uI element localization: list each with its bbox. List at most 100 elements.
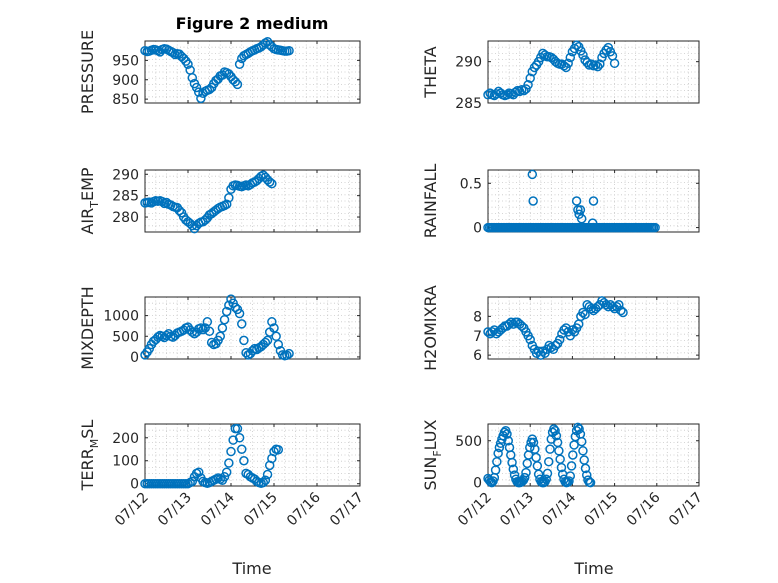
data-point	[575, 205, 586, 215]
y-tick-label: 280	[112, 210, 139, 226]
data-point	[502, 429, 512, 439]
data-point	[284, 45, 294, 56]
series-points	[483, 40, 620, 101]
data-point	[282, 350, 292, 361]
data-point	[541, 474, 551, 485]
data-point	[566, 461, 577, 471]
y-tick-label: 500	[112, 329, 139, 345]
data-point	[550, 425, 560, 436]
x-axis-label-right: Time	[573, 559, 613, 578]
data-point	[527, 169, 538, 180]
data-point	[237, 444, 247, 455]
y-axis-label: H2OMIXRA	[421, 285, 440, 371]
data-point	[174, 205, 185, 216]
subplot-grid: 850 900 950 PRESSURE 285 290 THETA 280 285 290 AIR…	[78, 30, 706, 529]
data-point	[191, 82, 202, 93]
data-point	[499, 427, 510, 438]
data-point	[556, 462, 567, 473]
data-point	[542, 468, 553, 479]
y-tick-label: 0	[130, 350, 139, 366]
y-axis-label: THETA	[421, 46, 440, 98]
data-point	[168, 47, 178, 58]
data-point	[544, 456, 554, 467]
data-point	[196, 323, 206, 333]
data-point	[614, 300, 624, 310]
y-tick-label: 0	[473, 476, 482, 492]
data-point	[571, 196, 582, 206]
data-point	[528, 437, 539, 448]
data-point	[503, 436, 514, 446]
data-point	[564, 476, 574, 486]
y-axis-label: SUNFLUX	[421, 419, 444, 490]
data-point	[221, 467, 232, 477]
data-point	[224, 458, 234, 468]
data-point	[232, 79, 243, 90]
y-tick-label: 950	[112, 53, 139, 69]
subplot-rainfall: 0 0.5 RAINFALL	[421, 164, 700, 238]
data-point	[565, 471, 576, 481]
data-point	[183, 59, 193, 69]
data-point	[578, 50, 588, 60]
minor-grid	[145, 41, 360, 103]
subplot-theta: 285 290 THETA	[421, 40, 700, 112]
y-tick-label: 6	[473, 348, 482, 364]
subplot-air-temp: 280 285 290 AIRTEMP	[78, 167, 361, 235]
y-tick-label: 290	[112, 167, 139, 183]
y-tick-label: 900	[112, 73, 139, 89]
data-point	[484, 475, 495, 485]
data-point	[269, 323, 279, 333]
data-point	[204, 326, 215, 337]
data-point	[545, 444, 555, 454]
data-point	[574, 424, 584, 434]
data-point	[260, 337, 271, 348]
data-point	[239, 335, 249, 346]
data-point	[519, 472, 530, 483]
data-point	[525, 73, 535, 83]
data-point	[568, 450, 578, 460]
data-point	[528, 196, 538, 206]
data-point	[508, 464, 519, 474]
data-point	[523, 80, 533, 90]
data-point	[206, 337, 217, 348]
data-point	[264, 177, 275, 187]
data-point	[198, 324, 208, 335]
series-points	[140, 423, 284, 489]
data-point	[565, 52, 576, 63]
series-points	[140, 294, 294, 361]
data-point	[230, 302, 241, 313]
data-point	[578, 307, 588, 318]
data-point	[587, 218, 598, 228]
data-point	[234, 433, 245, 443]
data-point	[258, 477, 268, 488]
y-tick-label: 7	[473, 329, 482, 345]
data-point	[273, 339, 284, 350]
data-point	[507, 457, 517, 468]
data-point	[232, 423, 243, 434]
data-point	[540, 50, 550, 60]
data-point	[563, 58, 573, 69]
data-point	[187, 476, 198, 487]
y-tick-label: 0	[130, 477, 139, 493]
data-point	[493, 448, 503, 459]
axes-box	[144, 40, 361, 104]
data-point	[269, 446, 279, 457]
data-point	[551, 430, 562, 441]
data-point	[607, 301, 618, 312]
data-point	[224, 193, 234, 203]
data-point	[592, 61, 603, 72]
data-point	[226, 446, 236, 457]
series-points	[483, 169, 660, 233]
data-point	[237, 319, 247, 329]
data-point	[221, 306, 232, 317]
data-point	[554, 334, 565, 345]
subplot-h2omixra: 6 7 8 H2OMIXRA	[421, 285, 700, 371]
y-tick-label: 850	[112, 92, 139, 108]
y-tick-label: 500	[455, 434, 482, 450]
y-tick-label: 290	[455, 55, 482, 71]
x-axis-label-left: Time	[231, 559, 271, 578]
data-point	[194, 87, 204, 97]
axes-box	[144, 423, 361, 487]
data-point	[267, 178, 277, 189]
data-point	[202, 317, 213, 327]
